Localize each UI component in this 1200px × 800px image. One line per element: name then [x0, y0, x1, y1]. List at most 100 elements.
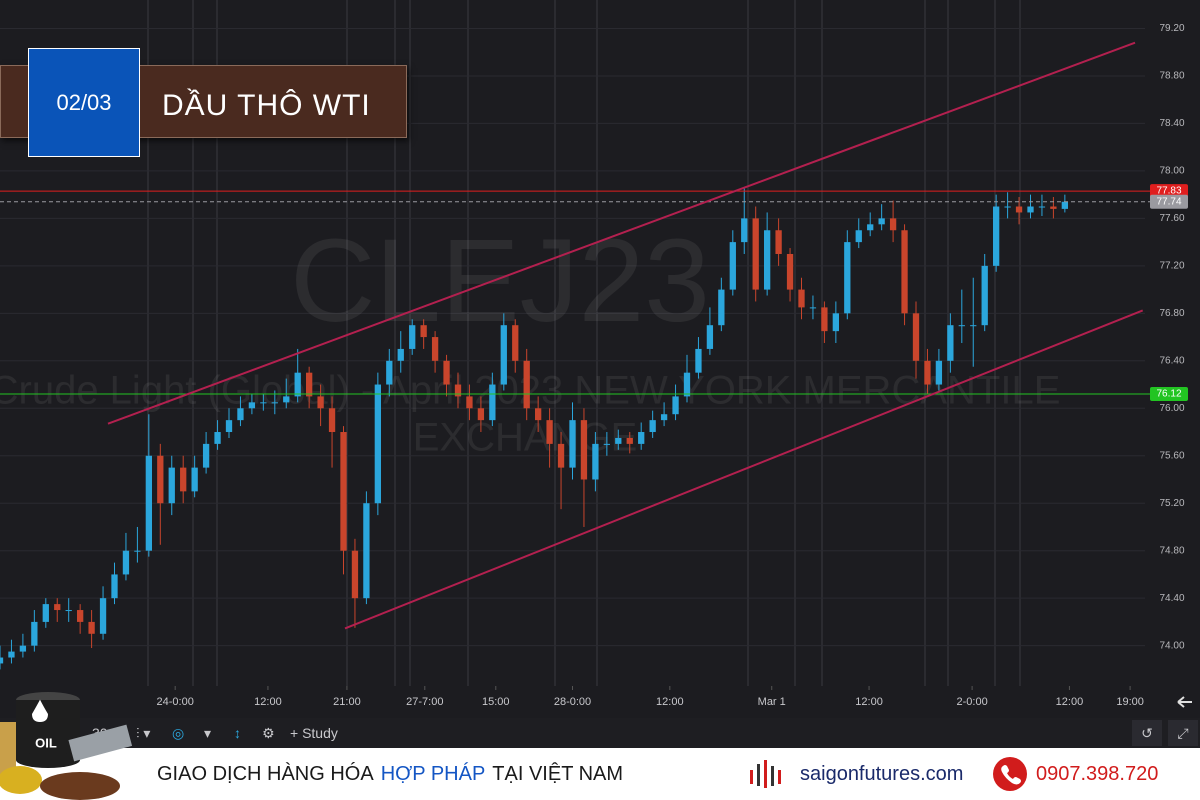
candle-body: [912, 313, 920, 361]
candle-body: [500, 325, 507, 385]
candle-body: [695, 348, 702, 373]
y-tick-label: 78.80: [1159, 71, 1184, 82]
phone: 0907.398.720: [1036, 763, 1159, 785]
x-tick-label: 12:00: [656, 696, 684, 708]
candle-body: [580, 420, 588, 480]
candle-body: [889, 218, 897, 231]
candle-body: [1038, 206, 1046, 208]
slogan-text: GIAO DỊCH HÀNG HÓA: [157, 763, 374, 785]
candle-body: [31, 621, 38, 646]
visibility-button[interactable]: ◎: [172, 725, 185, 741]
icon-bar: [750, 770, 753, 784]
candle-body: [603, 443, 610, 445]
candle-body: [225, 420, 233, 433]
phone-circle: [993, 757, 1027, 791]
candle-body: [764, 230, 771, 290]
chart-type-button[interactable]: ⫶ ▾: [136, 725, 151, 741]
watermark-symbol: CLEJ23: [290, 215, 710, 347]
candle-body: [569, 420, 576, 468]
candle-body: [409, 325, 416, 349]
price-tag: [1150, 194, 1188, 209]
x-tick-label: 15:00: [482, 696, 510, 708]
candle-body: [180, 467, 187, 492]
scale-button[interactable]: ↕: [234, 725, 241, 741]
candle-body: [844, 242, 851, 314]
candle-body: [88, 621, 95, 634]
candle-body: [317, 396, 324, 409]
candle-body: [878, 218, 885, 225]
plot: [0, 41, 1150, 670]
candle-body: [752, 218, 759, 290]
candle-body: [1015, 206, 1023, 213]
candle-body: [970, 325, 977, 327]
candle-body: [958, 325, 965, 327]
logo: OIL: [0, 692, 133, 800]
study-button[interactable]: + Study: [290, 725, 338, 741]
y-tick-label: 76.40: [1159, 355, 1184, 366]
candle-body: [351, 550, 359, 599]
candle-body: [683, 372, 691, 397]
price-tag: [1150, 387, 1188, 402]
candle-body: [191, 467, 198, 492]
logo-label: OIL: [35, 735, 57, 750]
y-tick-label: 78.40: [1159, 118, 1184, 129]
candle-body: [328, 408, 336, 433]
candle-body: [477, 408, 485, 421]
candle-body: [65, 610, 72, 612]
candle-body: [443, 360, 450, 385]
slogan: GIAO DỊCH HÀNG HÓA HỢP PHÁP TẠI VIỆT NAM: [157, 763, 630, 786]
candle-body: [420, 325, 427, 338]
date-box: 02/03: [28, 48, 140, 157]
price-tag-label: 77.74: [1156, 196, 1181, 207]
candle-body: [935, 360, 943, 385]
candle-body: [248, 402, 256, 409]
candle-body: [466, 396, 473, 409]
candle-body: [855, 230, 862, 243]
candle-body: [202, 443, 210, 468]
candle-body: [592, 443, 599, 480]
x-tick-label: 2-0:00: [957, 696, 988, 708]
candle-body: [546, 420, 553, 444]
study-label: Study: [302, 725, 338, 741]
candle-body: [775, 230, 782, 254]
y-tick-label: 76.00: [1159, 403, 1184, 414]
toolbar: 30 ▾ ⫶ ▾ ◎ ▾ ↕ ⚙ + Study ↺ ⤢: [0, 718, 1200, 748]
slogan-highlight: HỢP PHÁP: [380, 763, 486, 785]
x-tick-label: 12:00: [1056, 696, 1084, 708]
expand-button[interactable]: ⤢: [1168, 720, 1198, 746]
watermark-description: Crude Light (Global) - April 2023 NEW YO…: [0, 369, 1060, 413]
candle-body: [397, 348, 404, 361]
candle-body: [993, 206, 1000, 266]
y-tick-label: 76.80: [1159, 308, 1184, 319]
scroll-arrow[interactable]: [1177, 696, 1192, 708]
candle-body: [374, 384, 381, 504]
x-tick-label: 21:00: [333, 696, 361, 708]
candle-body: [157, 455, 164, 504]
x-tick-label: 12:00: [254, 696, 282, 708]
candle-body: [1004, 206, 1011, 208]
candle-body: [809, 307, 817, 309]
dropdown[interactable]: ▾: [204, 725, 212, 741]
candle-body: [512, 325, 519, 361]
candle-body: [99, 598, 107, 634]
candle-body: [729, 242, 736, 290]
candle-body: [981, 265, 988, 326]
reset-button[interactable]: ↺: [1132, 720, 1162, 746]
trendline: [107, 41, 1136, 425]
candle-body: [867, 224, 874, 231]
candle-body: [947, 325, 954, 361]
candle-body: [145, 455, 152, 551]
candle-body: [672, 396, 679, 415]
candle-body: [8, 651, 15, 658]
phone-icon: [993, 757, 1027, 791]
icon-bar: [778, 770, 781, 784]
candle-body: [271, 402, 278, 404]
x-tick-label: 24-0:00: [157, 696, 194, 708]
settings-button[interactable]: ⚙: [262, 725, 275, 741]
icon-bar: [757, 764, 760, 786]
candle-body: [901, 230, 908, 314]
banner: GIAO DỊCH HÀNG HÓA HỢP PHÁP TẠI VIỆT NAM s…: [0, 748, 1200, 800]
icon-bar: [764, 760, 767, 788]
candle-body: [386, 360, 393, 385]
oil-drop: [32, 699, 48, 722]
